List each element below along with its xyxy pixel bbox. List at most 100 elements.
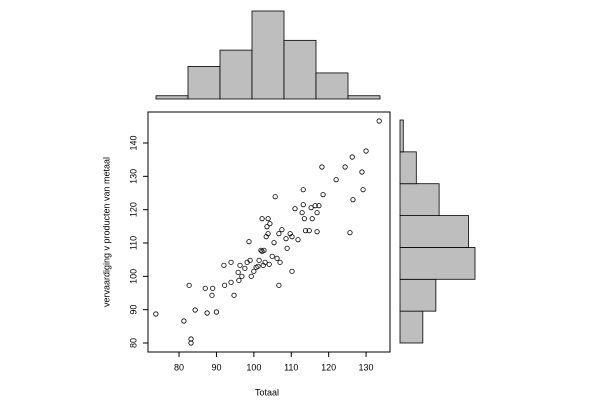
- point: [274, 255, 280, 261]
- point: [256, 257, 262, 263]
- x-tick-label: 90: [211, 362, 221, 372]
- point: [192, 307, 198, 313]
- histogram-bar: [347, 95, 381, 100]
- x-tick-label: 110: [284, 362, 298, 372]
- point: [221, 262, 227, 268]
- point: [239, 273, 245, 279]
- point: [267, 221, 273, 227]
- point: [277, 259, 283, 265]
- point: [347, 230, 353, 236]
- point: [222, 282, 228, 288]
- y-axis-label: vervaardiging v producten van metaal: [101, 157, 111, 307]
- histogram-bar: [315, 72, 349, 100]
- histogram-bar: [399, 119, 404, 153]
- point: [266, 261, 272, 267]
- point: [376, 118, 382, 124]
- y-tick-label: 120: [128, 202, 138, 217]
- y-tick-label: 110: [128, 236, 138, 250]
- point: [248, 273, 254, 279]
- point: [359, 169, 365, 175]
- histogram-bar: [399, 278, 437, 312]
- point: [188, 340, 194, 346]
- y-tick-label: 130: [128, 169, 138, 184]
- point: [228, 259, 234, 265]
- point: [269, 253, 275, 259]
- histogram-bar: [219, 49, 253, 100]
- histogram-bar: [155, 95, 189, 100]
- point: [261, 247, 267, 253]
- x-tick-label: 100: [246, 362, 261, 372]
- point: [202, 285, 208, 291]
- point: [231, 292, 237, 298]
- point: [235, 269, 241, 275]
- histogram-bar: [187, 66, 221, 100]
- point: [289, 234, 295, 240]
- point: [265, 216, 271, 222]
- point: [251, 268, 257, 274]
- point: [242, 265, 248, 271]
- point: [153, 311, 159, 317]
- point: [333, 177, 339, 183]
- point: [255, 263, 261, 269]
- histogram-bar: [283, 39, 317, 100]
- point: [264, 224, 270, 230]
- point: [301, 216, 307, 222]
- point: [259, 216, 265, 222]
- point: [312, 203, 318, 209]
- point: [284, 245, 290, 251]
- point: [279, 227, 285, 233]
- point: [246, 239, 252, 245]
- point: [350, 197, 356, 203]
- point: [342, 164, 348, 170]
- y-tick-label: 80: [128, 338, 138, 348]
- histogram-bar: [399, 310, 424, 344]
- point: [360, 187, 366, 193]
- point: [302, 228, 309, 234]
- point: [204, 310, 210, 316]
- histogram-bar: [399, 183, 440, 216]
- point: [349, 154, 355, 160]
- point: [247, 257, 253, 263]
- point: [319, 164, 325, 170]
- point: [308, 205, 314, 211]
- point: [300, 202, 306, 208]
- histogram-bar: [399, 247, 476, 280]
- point: [258, 247, 264, 253]
- point: [314, 210, 320, 216]
- y-tick-label: 100: [128, 269, 138, 284]
- point: [283, 236, 289, 242]
- point: [306, 228, 312, 234]
- x-tick-label: 130: [359, 362, 374, 372]
- point: [228, 279, 234, 285]
- point: [236, 277, 242, 283]
- histogram-bar: [399, 151, 417, 185]
- point: [289, 268, 295, 274]
- point: [299, 210, 305, 216]
- point: [276, 282, 282, 288]
- point: [272, 194, 278, 200]
- point: [209, 292, 215, 298]
- point: [320, 192, 326, 198]
- point: [316, 203, 322, 209]
- point: [265, 231, 271, 237]
- point: [186, 282, 192, 288]
- point: [300, 187, 306, 193]
- point: [309, 216, 315, 222]
- point: [292, 206, 298, 212]
- point: [262, 259, 268, 265]
- histogram-bar: [251, 10, 285, 100]
- x-tick-label: 80: [174, 362, 184, 372]
- y-tick-label: 90: [128, 305, 138, 315]
- x-axis-label: Totaal: [255, 387, 279, 397]
- point: [363, 148, 369, 154]
- histogram-bar: [399, 215, 469, 248]
- y-tick-label: 140: [128, 135, 138, 150]
- point: [181, 318, 187, 324]
- point: [210, 285, 216, 291]
- point: [271, 240, 277, 246]
- point: [237, 262, 243, 268]
- point: [276, 231, 282, 237]
- point: [314, 229, 320, 235]
- x-tick-label: 120: [321, 362, 336, 372]
